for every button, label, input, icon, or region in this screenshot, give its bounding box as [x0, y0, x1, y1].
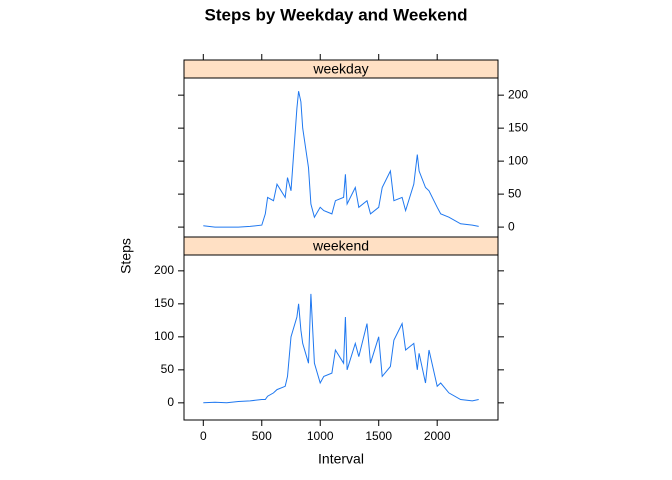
y-tick-label: 50 — [161, 362, 175, 376]
x-tick-label: 1000 — [307, 429, 334, 443]
strip-label: weekend — [312, 238, 369, 254]
x-tick-label: 500 — [252, 429, 272, 443]
y-tick-label: 100 — [508, 153, 528, 167]
x-tick-label: 0 — [200, 429, 207, 443]
x-tick-label: 1500 — [365, 429, 392, 443]
y-axis-label: Steps — [118, 238, 134, 274]
y-tick-label: 50 — [508, 186, 522, 200]
y-tick-label: 150 — [154, 296, 174, 310]
y-tick-label: 150 — [508, 120, 528, 134]
y-tick-label: 100 — [154, 329, 174, 343]
data-line — [203, 91, 479, 228]
strip-label: weekday — [312, 61, 368, 77]
y-tick-label: 0 — [508, 219, 515, 233]
y-tick-label: 0 — [167, 395, 174, 409]
panel — [183, 77, 499, 238]
data-line — [203, 293, 479, 404]
y-tick-label: 200 — [508, 87, 528, 101]
x-tick-label: 2000 — [424, 429, 451, 443]
panel — [183, 254, 499, 421]
x-axis-label: Interval — [318, 451, 364, 467]
y-tick-label: 200 — [154, 263, 174, 277]
chart-title: Steps by Weekday and Weekend — [205, 5, 468, 24]
